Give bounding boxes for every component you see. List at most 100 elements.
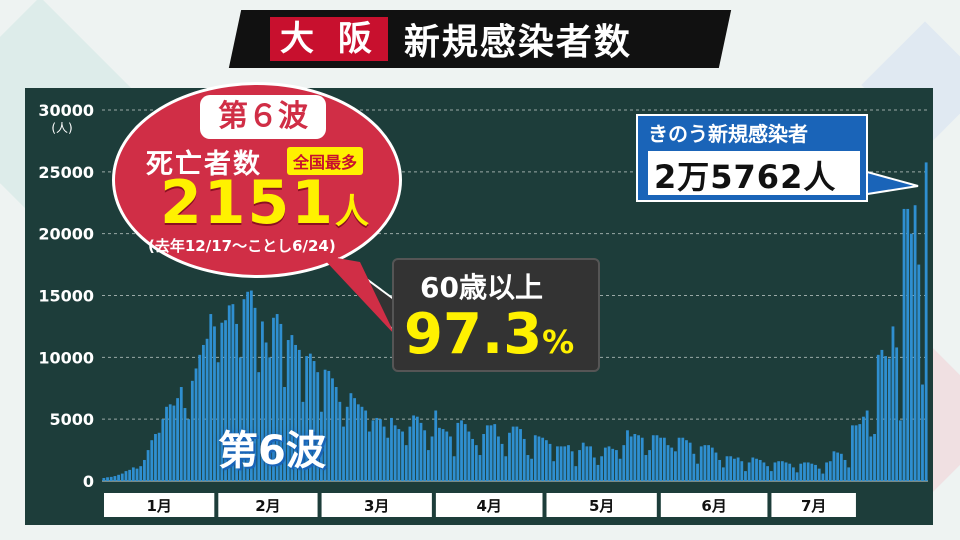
bar: [154, 434, 157, 481]
bar: [718, 459, 722, 481]
bar: [792, 467, 795, 481]
bar: [762, 462, 766, 481]
bar: [596, 464, 600, 481]
bar: [489, 425, 493, 481]
bar: [342, 426, 345, 481]
bar: [176, 398, 179, 481]
bar: [803, 462, 806, 481]
bar: [862, 416, 865, 481]
bar: [780, 461, 784, 481]
bar: [648, 450, 651, 481]
bar: [670, 447, 674, 481]
bar: [202, 344, 205, 481]
month-box: [771, 493, 856, 517]
bar: [294, 344, 297, 481]
bar: [552, 461, 556, 481]
bar: [548, 443, 552, 481]
bar: [426, 450, 430, 481]
bar: [688, 442, 692, 481]
bar: [404, 445, 408, 481]
bar: [917, 264, 921, 481]
bar: [165, 406, 168, 481]
bar: [500, 443, 504, 481]
bar: [766, 466, 769, 481]
y-tick-label: 5000: [49, 410, 94, 429]
bar: [305, 356, 309, 481]
bar: [283, 387, 286, 481]
bar: [146, 450, 150, 481]
month-label: 1月: [146, 497, 171, 515]
month-label: 4月: [476, 497, 501, 515]
bar: [799, 463, 803, 481]
bar: [238, 357, 242, 481]
bar: [777, 461, 781, 481]
bar: [788, 463, 792, 481]
bar: [821, 473, 825, 481]
elderly-number: 97.3: [404, 302, 543, 367]
bar: [854, 425, 858, 481]
bar: [703, 445, 707, 481]
bar: [463, 424, 467, 481]
bar: [275, 314, 279, 481]
bar: [412, 415, 415, 481]
elderly-label: 60歳以上: [420, 271, 543, 304]
bar: [511, 426, 515, 481]
bar: [533, 435, 537, 481]
bar: [651, 435, 655, 481]
bar: [379, 419, 382, 481]
bar: [157, 432, 161, 481]
y-tick-label: 10000: [38, 348, 94, 367]
month-label: 2月: [255, 497, 280, 515]
bar: [740, 461, 744, 481]
bar: [644, 455, 648, 481]
bar: [640, 437, 644, 481]
bar: [847, 467, 851, 481]
bar: [504, 456, 508, 481]
bar: [128, 469, 132, 481]
bar: [876, 354, 880, 481]
bar: [784, 462, 788, 481]
bar: [707, 445, 710, 481]
bar: [246, 291, 250, 481]
bar: [474, 445, 478, 481]
bar: [674, 451, 677, 481]
bar: [508, 432, 511, 481]
bar: [758, 459, 762, 481]
bar: [419, 422, 423, 481]
month-box: [218, 493, 318, 517]
bar: [264, 342, 268, 481]
bar: [515, 426, 519, 481]
bar: [268, 357, 272, 481]
bar: [131, 467, 135, 481]
bar: [106, 477, 109, 481]
bar: [367, 431, 371, 481]
bar: [445, 431, 449, 481]
bar: [655, 435, 659, 481]
bar: [755, 458, 758, 481]
bar: [183, 408, 187, 481]
bar: [231, 304, 235, 481]
bar: [168, 404, 172, 481]
bar: [386, 437, 390, 481]
bar: [467, 431, 471, 481]
bar: [113, 476, 117, 481]
bar: [559, 446, 563, 481]
month-label: 3月: [364, 497, 389, 515]
bar: [205, 338, 209, 481]
bar: [320, 411, 323, 481]
bar: [102, 477, 106, 481]
bar: [290, 335, 294, 481]
yesterday-label: きのう新規感染者: [648, 122, 808, 146]
bar: [865, 410, 869, 481]
bar: [884, 356, 887, 481]
bar: [659, 437, 663, 481]
bar: [485, 425, 489, 481]
bar: [839, 453, 843, 481]
bar: [493, 424, 497, 481]
bar: [563, 446, 567, 481]
prefecture-label: 大 阪: [270, 17, 388, 61]
bar: [615, 450, 618, 481]
bar: [438, 427, 441, 481]
bar: [906, 208, 910, 481]
y-tick-label: 25000: [38, 163, 94, 182]
